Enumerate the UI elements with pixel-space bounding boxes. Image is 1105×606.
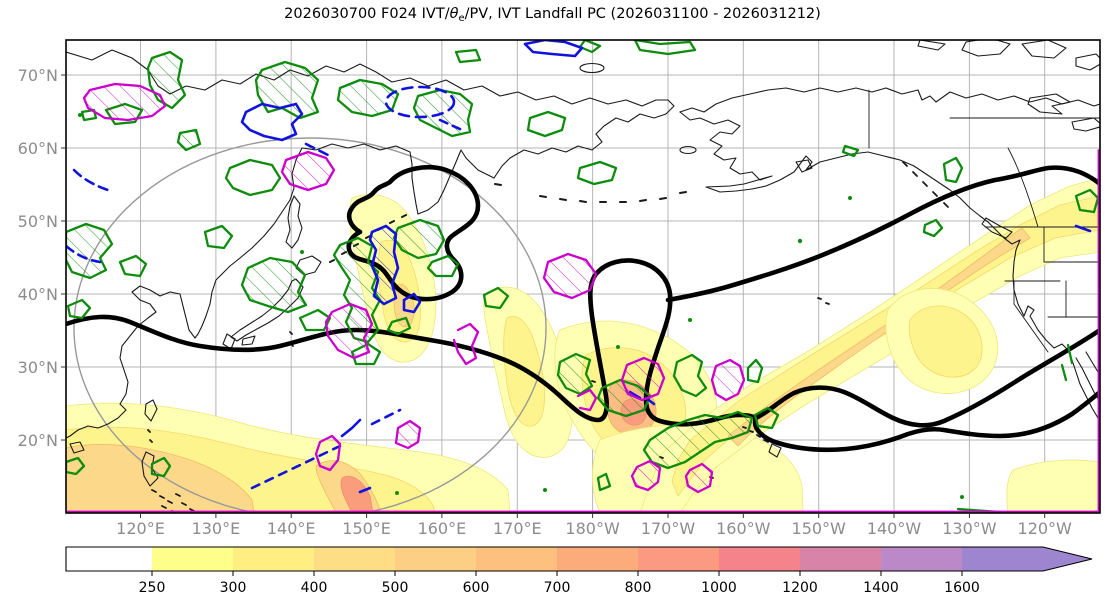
colorbar-tick-label: 400 <box>301 580 328 596</box>
colorbar-tick-label: 1200 <box>782 580 818 596</box>
lat-tick-label: 20°N <box>18 431 58 450</box>
title-prefix: 2026030700 F024 IVT/ <box>284 6 450 22</box>
colorbar-tick-label: 1000 <box>701 580 737 596</box>
lon-tick-label: 160°W <box>716 519 771 538</box>
lat-tick-label: 50°N <box>18 212 58 231</box>
title-theta-subscript: e <box>458 13 465 24</box>
green-contours <box>66 40 1100 513</box>
colorbar-outline <box>65 546 1093 572</box>
colorbar-tick-label: 1600 <box>944 580 980 596</box>
colorbar-tick-label: 250 <box>139 580 166 596</box>
colorbar-tick-label: 300 <box>220 580 247 596</box>
blue-contours <box>66 40 1092 494</box>
lat-tick-label: 60°N <box>18 139 58 158</box>
colorbar-ticks <box>151 571 963 576</box>
lon-tick-label: 120°E <box>116 519 165 538</box>
lon-tick-label: 140°W <box>867 519 922 538</box>
lon-tick-label: 170°E <box>493 519 542 538</box>
lat-tick-label: 70°N <box>18 66 58 85</box>
lon-tick-label: 150°W <box>792 519 847 538</box>
colorbar-tick-label: 600 <box>463 580 490 596</box>
lon-tick-label: 140°E <box>267 519 316 538</box>
lat-tick-label: 30°N <box>18 358 58 377</box>
colorbar-tick-label: 800 <box>625 580 652 596</box>
axis-ticks <box>61 74 1046 518</box>
colorbar-segments <box>66 547 1092 571</box>
lon-tick-label: 180°W <box>565 519 620 538</box>
map-frame <box>65 39 1101 514</box>
lon-tick-label: 130°E <box>192 519 241 538</box>
lon-tick-label: 160°E <box>418 519 467 538</box>
title-theta-symbol: θ <box>449 6 459 22</box>
colorbar-tick-label: 1400 <box>863 580 899 596</box>
colorbar-tick-label: 500 <box>382 580 409 596</box>
lat-tick-label: 40°N <box>18 285 58 304</box>
colorbar: 250 300 400 500 600 700 800 1000 1200 14… <box>65 546 1093 596</box>
page-title: 2026030700 F024 IVT/θe/PV, IVT Landfall … <box>0 6 1105 24</box>
lon-tick-label: 130°W <box>942 519 997 538</box>
latitude-axis: 70°N 60°N 50°N 40°N 30°N 20°N <box>18 66 58 450</box>
title-suffix: /PV, IVT Landfall PC (2026031100 - 20260… <box>464 6 821 22</box>
colorbar-tick-label: 700 <box>544 580 571 596</box>
range-circle <box>73 137 547 513</box>
colorbar-arrow <box>1043 547 1092 571</box>
ivt-shading <box>66 177 1100 513</box>
lon-tick-label: 120°W <box>1018 519 1073 538</box>
longitude-axis: 120°E 130°E 140°E 150°E 160°E 170°E 180°… <box>116 519 1072 538</box>
magenta-contours <box>66 82 1100 513</box>
lon-tick-label: 150°E <box>342 519 391 538</box>
colorbar-labels: 250 300 400 500 600 700 800 1000 1200 14… <box>139 580 980 596</box>
lon-tick-label: 170°W <box>641 519 696 538</box>
